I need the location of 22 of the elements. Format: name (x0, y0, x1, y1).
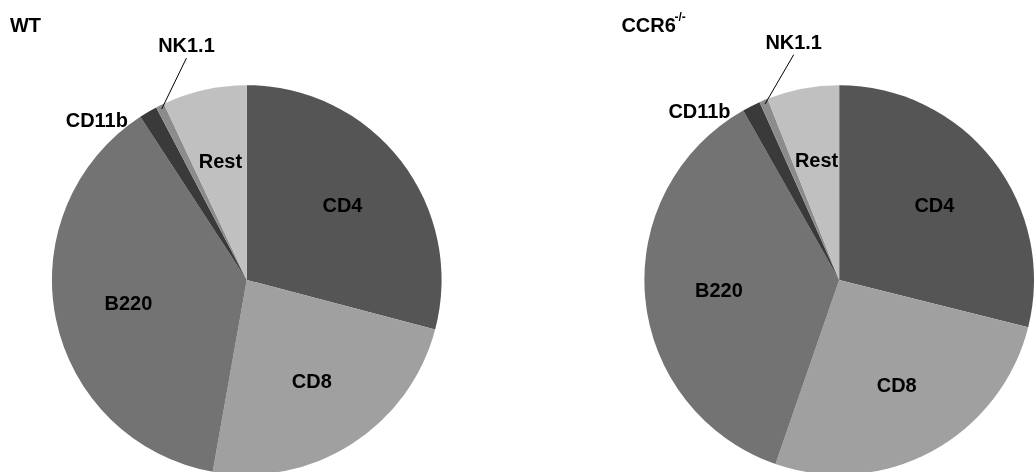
slice-label: CD8 (291, 369, 332, 392)
slice-label: NK1.1 (765, 30, 822, 53)
pie-slice (140, 107, 247, 280)
pie-slice (775, 279, 1029, 472)
slice-label: Rest (198, 150, 243, 173)
slice-label: CD4 (914, 193, 955, 216)
slice-label: B220 (104, 292, 153, 315)
pie-slice (839, 85, 1034, 328)
slice-label: B220 (695, 278, 743, 301)
slice-label: CD4 (322, 194, 363, 217)
pie-slice (212, 279, 436, 472)
chart-title: WT (9, 14, 42, 37)
slice-label: CD11b (668, 100, 731, 123)
pie-slice (246, 85, 442, 330)
pie-slice (743, 102, 840, 280)
slice-label: NK1.1 (158, 34, 215, 57)
slice-label: CD8 (876, 374, 917, 397)
chart-title: CCR6-/- (621, 10, 686, 37)
slice-label: Rest (794, 149, 839, 172)
slice-label: CD11b (65, 109, 128, 132)
pie-slice (767, 85, 840, 280)
pie-slice (163, 85, 247, 280)
